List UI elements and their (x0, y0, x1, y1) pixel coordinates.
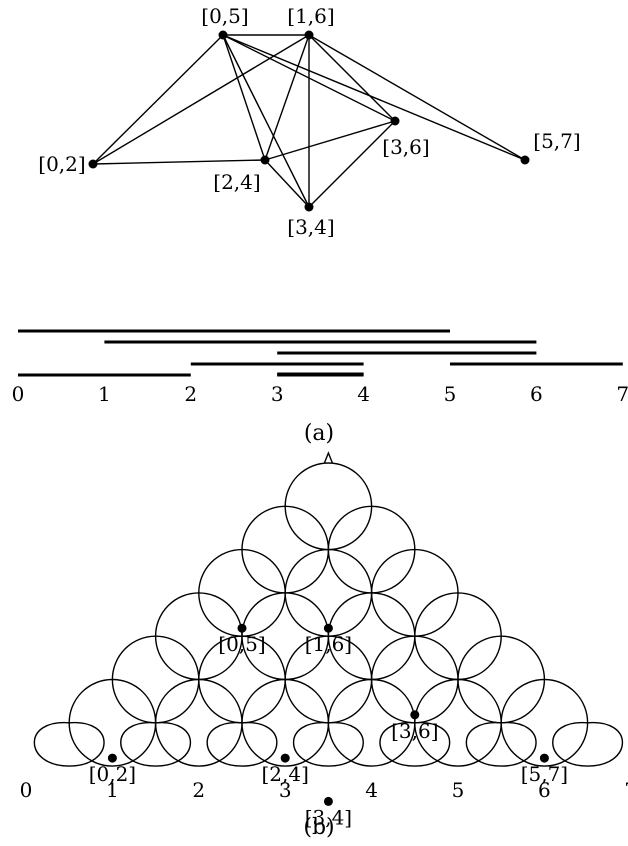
graph-labels: [0,5] [1,6] [0,2] [2,4] [3,4] [3,6] [5,7] (38, 4, 580, 239)
lattice-cell (241, 678, 330, 767)
lattice-cell (33, 722, 105, 767)
graph-node-n34 (304, 202, 314, 212)
graph-node-label: [1,6] (287, 4, 334, 28)
graph-edge-n05-n02 (92, 34, 224, 165)
lattice-cell (465, 722, 537, 767)
lattice-cell (414, 678, 502, 767)
caption-a: (a) (304, 421, 334, 446)
axis-b-ticks: 0 1 2 3 4 5 6 7 (20, 778, 628, 802)
graph-edge-n05-n34 (222, 34, 310, 208)
axis-a-ticks: 0 1 2 3 4 5 6 7 (12, 382, 628, 406)
lattice-point-label: [1,6] (305, 632, 352, 656)
axis-a-tick: 1 (98, 382, 111, 406)
axis-b-tick: 2 (192, 778, 205, 802)
graph-node-n16 (304, 30, 314, 40)
axis-b-tick: 7 (624, 778, 628, 802)
graph-node-n36 (390, 116, 400, 126)
lattice-point-label: [3,6] (391, 719, 438, 743)
interval-bars (18, 329, 623, 377)
graph-edge-n16-n36 (308, 34, 396, 122)
graph-edge-n24-n36 (264, 120, 396, 161)
lattice-cell (552, 722, 624, 767)
axis-a-tick: 2 (184, 382, 197, 406)
lattice-point (410, 710, 420, 720)
axis-b-tick: 0 (20, 778, 33, 802)
graph-node-label: [0,5] (201, 4, 248, 28)
axis-a-tick: 3 (271, 382, 284, 406)
lattice-cell (379, 722, 451, 767)
lattice-point (280, 753, 290, 763)
axis-a-tick: 7 (616, 382, 628, 406)
graph-node-n05 (218, 30, 228, 40)
graph-edge-n05-n24 (222, 34, 266, 161)
graph-node-label: [3,4] (287, 215, 334, 239)
lattice-cell (370, 548, 459, 637)
interval-lattice (33, 451, 624, 767)
lattice-point-label: [2,4] (261, 762, 308, 786)
graph-edge-n02-n24 (92, 159, 266, 165)
lattice-cell (327, 678, 416, 767)
caption-b: (b) (303, 815, 334, 840)
graph-node-n02 (88, 159, 98, 169)
lattice-cell (370, 635, 459, 724)
axis-a-tick: 6 (530, 382, 543, 406)
lattice-cell (414, 592, 502, 681)
lattice-cell (500, 678, 589, 767)
axis-a-tick: 4 (357, 382, 370, 406)
graph-edge-n34-n36 (308, 120, 396, 208)
lattice-point (323, 796, 333, 806)
graph-edge-n16-n57 (308, 34, 526, 161)
lattice-point (539, 753, 549, 763)
lattice-cell (284, 462, 373, 551)
axis-b-tick: 4 (365, 778, 378, 802)
graph-edge-n24-n34 (264, 159, 310, 208)
graph-node-n57 (520, 155, 530, 165)
graph-edge-n16-n02 (92, 34, 310, 165)
lattice-point-label: [5,7] (521, 762, 568, 786)
axis-a-tick: 5 (444, 382, 457, 406)
lattice-point-label: [0,5] (218, 632, 265, 656)
graph-edges (92, 34, 526, 208)
lattice-point-label: [3,4] (305, 805, 352, 829)
lattice-cell (111, 635, 200, 724)
lattice-point (323, 623, 333, 633)
graph-node-label: [0,2] (38, 152, 85, 176)
lattice-cell (120, 722, 192, 767)
lattice-cell (457, 635, 546, 724)
lattice-point (237, 623, 247, 633)
lattice-apex (323, 451, 334, 464)
lattice-cell (292, 722, 364, 767)
graph-node-label: [2,4] (213, 170, 260, 194)
lattice-cell (68, 678, 157, 767)
lattice-cell (198, 548, 286, 637)
lattice-point (107, 753, 117, 763)
lattice-cell (241, 505, 330, 594)
axis-b-tick: 5 (452, 778, 465, 802)
graph-nodes (88, 30, 530, 212)
lattice-points: [0,5] [1,6] [3,6] [0,2] [2,4] [5,7] [3,4] (89, 623, 568, 829)
lattice-cell (206, 722, 278, 767)
lattice-cell (327, 505, 416, 594)
axis-b-tick: 3 (279, 778, 292, 802)
lattice-cell (284, 548, 373, 637)
graph-edge-n16-n24 (264, 34, 310, 161)
graph-node-n24 (260, 155, 270, 165)
lattice-point-label: [0,2] (89, 762, 136, 786)
axis-a-tick: 0 (12, 382, 25, 406)
axis-b-tick: 1 (106, 778, 119, 802)
graph-node-label: [5,7] (533, 129, 580, 153)
lattice-cell (154, 678, 243, 767)
graph-node-label: [3,6] (382, 135, 429, 159)
axis-b-tick: 6 (538, 778, 551, 802)
